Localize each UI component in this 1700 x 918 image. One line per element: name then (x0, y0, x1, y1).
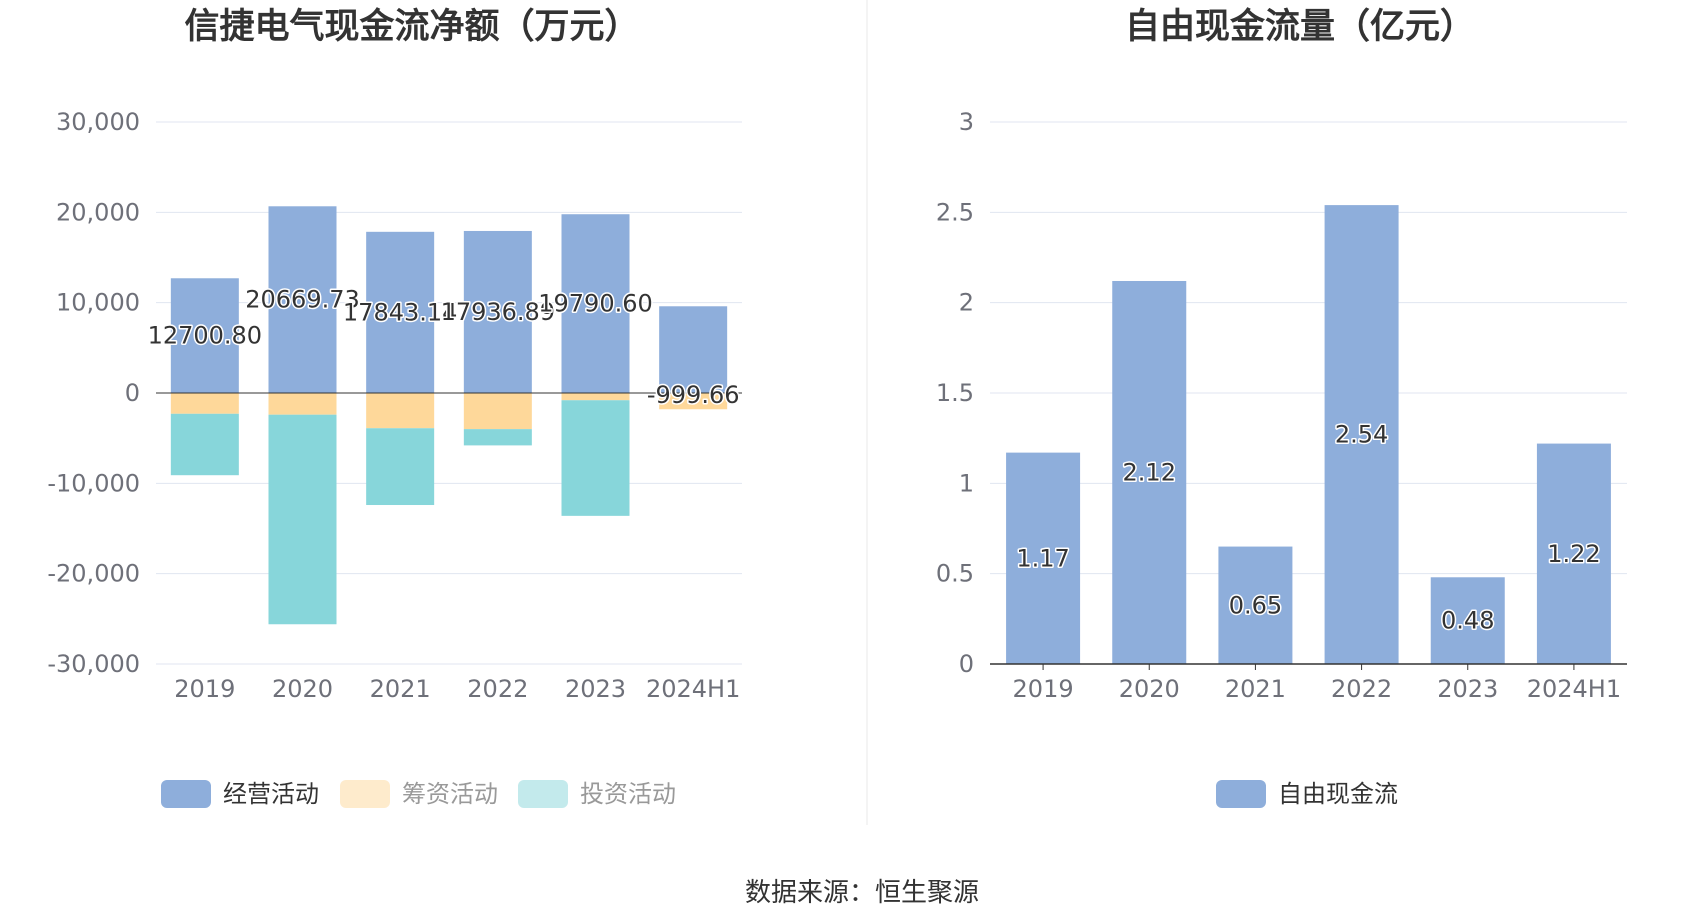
x-tick-label: 2019 (174, 675, 235, 703)
operating-bar (659, 306, 728, 393)
free-cash-flow-bar (1430, 577, 1505, 664)
free-cash-flow-bar (1006, 452, 1081, 664)
legend-swatch[interactable] (340, 780, 390, 808)
free-cash-flow-legend: 自由现金流 (1216, 780, 1398, 808)
x-tick-label: 2023 (1437, 675, 1498, 703)
cash-flow-x-axis: 2019 2020 2021 2022 2023 2024H1 (174, 675, 740, 703)
free-cash-flow-bar (1112, 280, 1187, 664)
x-tick-label: 2022 (1331, 675, 1392, 703)
investing-bar (268, 414, 337, 625)
x-tick-label: 2023 (565, 675, 626, 703)
y-tick-label: 0.5 (936, 560, 974, 588)
data-label: -999.66 (647, 381, 740, 409)
y-tick-label: 2.5 (936, 198, 974, 226)
y-tick-label: -30,000 (47, 650, 140, 678)
x-tick-label: 2019 (1013, 675, 1074, 703)
investing-bar (463, 429, 532, 446)
y-tick-label: 20,000 (56, 198, 140, 226)
cash-flow-data-labels: 12700.80 20669.7317843.1417936.8919790.60… (146, 284, 741, 410)
free-cash-flow-chart: 自由现金流量（亿元） 3 2.5 2 1.5 1 0.5 0 2019 2020 2021 202… (936, 6, 1627, 808)
financing-bar (268, 393, 337, 415)
y-tick-label: 3 (959, 108, 974, 136)
investing-bar (366, 428, 435, 506)
x-tick-label: 2024H1 (1527, 675, 1621, 703)
data-label: 0.65 (1229, 591, 1282, 619)
cash-flow-chart: 信捷电气现金流净额（万元） 30,000 20,000 10,000 0 -10,000… (47, 6, 742, 808)
y-tick-label: -20,000 (47, 560, 140, 588)
legend-label[interactable]: 筹资活动 (402, 780, 498, 808)
y-tick-label: 10,000 (56, 289, 140, 317)
data-label: 12700.80 (148, 322, 263, 350)
legend-label[interactable]: 投资活动 (580, 780, 676, 808)
y-tick-label: 0 (959, 650, 974, 678)
x-tick-label: 2021 (370, 675, 431, 703)
free-cash-flow-x-axis: 2019 2020 2021 2022 2023 2024H1 (990, 663, 1627, 703)
x-tick-label: 2020 (1119, 675, 1180, 703)
cash-flow-grid (156, 121, 742, 665)
y-tick-label: 0 (125, 379, 140, 407)
operating-bar (366, 231, 435, 393)
cash-flow-bars (170, 206, 728, 625)
legend-swatch[interactable] (518, 780, 568, 808)
y-tick-label: 1.5 (936, 379, 974, 407)
data-label: 20669.73 (245, 286, 360, 314)
financing-bar (659, 393, 728, 410)
financing-bar (561, 393, 630, 401)
data-label: 2.54 (1335, 421, 1388, 449)
data-label: 2.12 (1123, 458, 1176, 486)
legend-swatch[interactable] (161, 780, 211, 808)
source-note: 数据来源：恒生聚源 (745, 878, 979, 908)
investing-bar (170, 413, 239, 476)
y-tick-label: 1 (959, 469, 974, 497)
free-cash-flow-bar (1218, 546, 1293, 664)
legend-label[interactable]: 经营活动 (223, 780, 319, 808)
free-cash-flow-y-axis: 3 2.5 2 1.5 1 0.5 0 (936, 108, 974, 678)
data-label: 17936.89 (441, 298, 556, 326)
free-cash-flow-grid (990, 121, 1627, 575)
operating-bar (170, 278, 239, 393)
legend-swatch[interactable] (1216, 780, 1266, 808)
data-label: 17843.14 (343, 298, 458, 326)
legend-label[interactable]: 自由现金流 (1278, 780, 1398, 808)
data-label: 1.22 (1547, 540, 1600, 568)
y-tick-label: 2 (959, 289, 974, 317)
x-tick-label: 2021 (1225, 675, 1286, 703)
financing-bar (366, 393, 435, 429)
y-tick-label: 30,000 (56, 108, 140, 136)
investing-bar (561, 400, 630, 516)
x-tick-label: 2020 (272, 675, 333, 703)
data-label: 0.48 (1441, 607, 1494, 635)
free-cash-flow-bar (1324, 205, 1399, 664)
x-tick-label: 2024H1 (646, 675, 740, 703)
cash-flow-chart-title: 信捷电气现金流净额（万元） (184, 6, 639, 47)
free-cash-flow-bar (1536, 443, 1611, 664)
free-cash-flow-bars (1006, 205, 1611, 664)
data-label: 19790.60 (538, 290, 653, 318)
x-tick-label: 2022 (467, 675, 528, 703)
free-cash-flow-data-labels: 1.17 2.12 0.65 2.54 0.48 1.22 (1015, 419, 1602, 636)
data-label: 1.17 (1016, 544, 1069, 572)
operating-bar (268, 206, 337, 393)
cash-flow-legend: 经营活动 筹资活动 投资活动 (161, 780, 676, 808)
financing-bar (170, 393, 239, 414)
free-cash-flow-chart-title: 自由现金流量（亿元） (1125, 6, 1475, 47)
y-tick-label: -10,000 (47, 469, 140, 497)
financing-bar (463, 393, 532, 430)
operating-bar (463, 230, 532, 393)
cash-flow-y-axis: 30,000 20,000 10,000 0 -10,000 -20,000 -30,000 (47, 108, 140, 678)
operating-bar (561, 214, 630, 393)
